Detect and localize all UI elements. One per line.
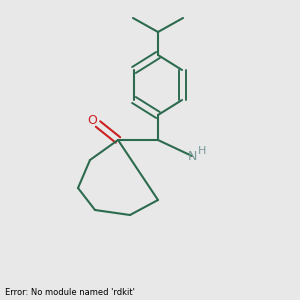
Text: O: O	[87, 113, 97, 127]
Text: Error: No module named 'rdkit': Error: No module named 'rdkit'	[5, 288, 135, 297]
Text: N: N	[187, 149, 197, 163]
Text: H: H	[198, 146, 206, 156]
